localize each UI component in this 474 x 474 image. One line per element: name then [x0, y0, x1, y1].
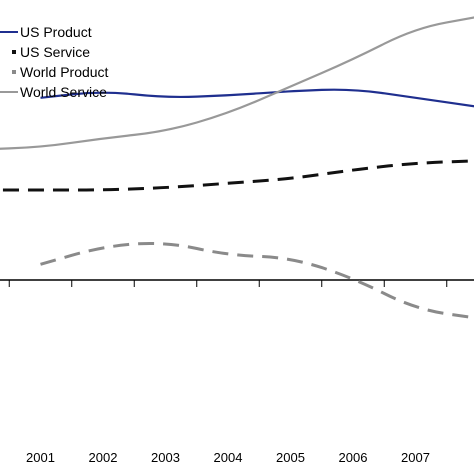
legend-label: World Product [20, 64, 109, 80]
x-axis-ticks [8, 280, 448, 287]
legend-label: US Service [20, 44, 90, 60]
legend-label: World Service [20, 84, 107, 100]
x-tick-label: 2001 [26, 450, 55, 465]
x-tick-label: 2004 [214, 450, 243, 465]
x-tick-label: 2003 [151, 450, 180, 465]
x-tick-label: 2002 [89, 450, 118, 465]
x-axis-tick-labels: 20012002200320042005200620072 [26, 450, 430, 465]
legend-swatch [12, 50, 16, 54]
legend-label: US Product [20, 24, 92, 40]
x-tick-label: 2006 [339, 450, 368, 465]
legend: US Product US Service World Product World S… [0, 24, 109, 100]
x-tick-label: 2005 [276, 450, 305, 465]
series-line-2 [40, 241, 474, 320]
series-lines [0, 16, 474, 320]
x-tick-label: 2007 [401, 450, 430, 465]
series-line-1 [0, 159, 474, 192]
series-line-0 [40, 88, 474, 108]
legend-swatch [12, 70, 16, 74]
series-line-3 [0, 16, 474, 150]
